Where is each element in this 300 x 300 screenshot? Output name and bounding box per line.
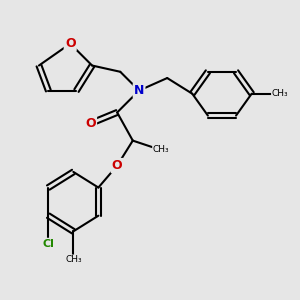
- Text: Cl: Cl: [42, 239, 54, 249]
- Text: CH₃: CH₃: [65, 255, 82, 264]
- Text: N: N: [134, 84, 144, 97]
- Text: O: O: [85, 117, 96, 130]
- Text: CH₃: CH₃: [153, 146, 169, 154]
- Text: O: O: [112, 159, 122, 172]
- Text: CH₃: CH₃: [272, 89, 288, 98]
- Text: O: O: [65, 37, 76, 50]
